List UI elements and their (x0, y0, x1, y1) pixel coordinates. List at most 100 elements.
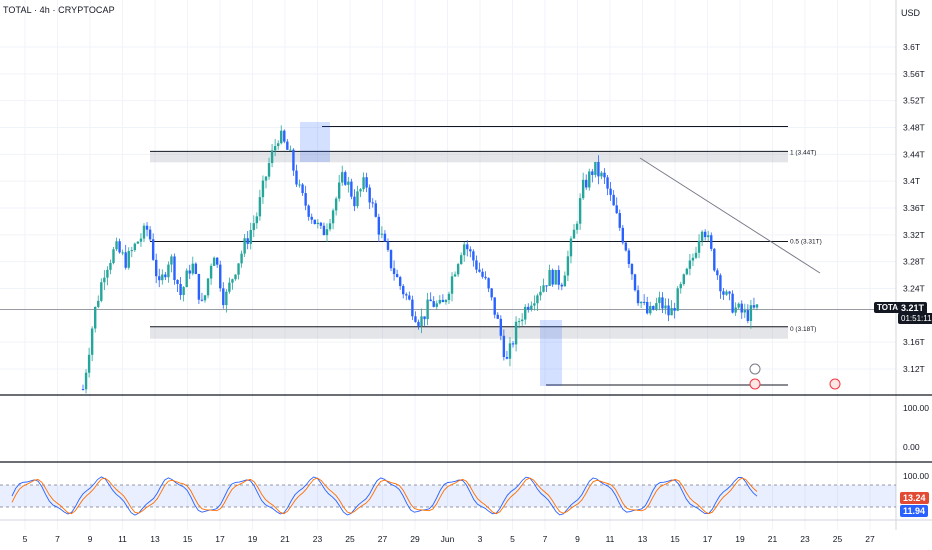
candle-body (414, 316, 417, 322)
candle-body (740, 303, 743, 313)
candle-body (542, 285, 545, 292)
candle-body (258, 197, 262, 217)
candle-body (209, 265, 213, 279)
candle-body (649, 306, 652, 314)
fib-label-mid: 0.5 (3.31T) (790, 239, 822, 246)
candle-body (688, 260, 692, 269)
candle-body (722, 291, 725, 295)
candle-body (639, 301, 643, 304)
candle-body (420, 316, 423, 327)
candle-body (505, 357, 509, 359)
stoch-d-badge: 13.24 (900, 492, 929, 504)
candle-body (316, 222, 320, 225)
time-tick-label: 9 (88, 534, 93, 544)
candle-body (502, 335, 506, 358)
candle-body (545, 285, 548, 287)
resistance-zone (150, 151, 788, 163)
candle-body (395, 274, 399, 278)
candle-body (557, 269, 560, 285)
candle-body (603, 172, 606, 178)
candle-body (621, 227, 625, 243)
time-tick-label: 27 (865, 534, 875, 544)
candle-body (707, 235, 710, 238)
price-tick-label: 3.32T (903, 230, 925, 240)
candle-body (633, 274, 637, 291)
candle-body (151, 239, 155, 260)
candle-body (121, 252, 124, 254)
candle-body (368, 187, 371, 203)
flag-icon (829, 378, 841, 390)
candle-body (636, 290, 640, 304)
candle-body (554, 269, 557, 285)
candle-body (600, 172, 603, 177)
candle-body (484, 276, 487, 279)
candle-body (344, 172, 347, 185)
time-tick-label: 5 (510, 534, 515, 544)
candle-body (533, 303, 536, 306)
candle-body (270, 150, 274, 164)
candle-body (719, 275, 722, 292)
candle-body (572, 229, 576, 239)
time-tick-label: 19 (248, 534, 258, 544)
candle-body (84, 372, 88, 390)
candle-body (331, 210, 335, 224)
candle-body (377, 216, 381, 235)
candle-body (487, 278, 490, 289)
candle-body (167, 264, 170, 278)
candle-body (646, 301, 649, 314)
candle-body (240, 253, 243, 264)
candle-body (527, 306, 530, 310)
candle-body (676, 288, 679, 311)
time-tick-label: 19 (735, 534, 745, 544)
candle-body (652, 306, 655, 310)
candle-body (179, 283, 182, 296)
candle-body (185, 270, 188, 288)
candle-body (188, 270, 191, 274)
candle-body (441, 299, 445, 303)
candle-body (386, 241, 390, 250)
price-tick-label: 3.48T (903, 123, 925, 133)
candle-body (466, 244, 469, 250)
time-tick-label: 13 (150, 534, 160, 544)
candle-body (237, 263, 240, 275)
fib-label-top: 1 (3.44T) (790, 149, 816, 156)
candle-body (490, 288, 493, 298)
time-tick-label: 25 (345, 534, 355, 544)
candle-body (615, 205, 618, 214)
candle-body (734, 307, 737, 313)
candle-body (755, 304, 759, 308)
symbol-title: TOTAL · 4h · CRYPTOCAP (3, 5, 115, 15)
candle-body (341, 172, 344, 183)
candle-body (700, 231, 704, 241)
candle-body (710, 235, 713, 249)
candle-body (374, 203, 377, 217)
candle-body (148, 229, 152, 240)
candle-body (642, 301, 646, 303)
candle-body (743, 310, 747, 313)
candle-body (658, 297, 661, 304)
candle-body (752, 305, 756, 308)
candle-body (109, 263, 112, 270)
currency-label: USD (900, 8, 920, 18)
candle-body (728, 291, 731, 294)
candle-body (325, 229, 329, 236)
candle-body (408, 295, 411, 300)
candle-body (176, 279, 179, 284)
price-tick-label: 3.24T (903, 284, 925, 294)
candle-body (273, 146, 277, 151)
candle-body (173, 256, 176, 280)
candle-body (103, 277, 106, 283)
time-tick-label: 13 (638, 534, 648, 544)
candle-body (264, 176, 268, 181)
highlight-bottom (540, 320, 562, 386)
price-tick-label: 3.56T (903, 69, 925, 79)
candle-body (548, 269, 551, 287)
candle-body (569, 238, 573, 257)
candle-body (97, 300, 100, 307)
candle-body (459, 255, 463, 265)
candle-body (228, 282, 231, 292)
candle-body (145, 225, 149, 230)
candle-body (276, 143, 280, 147)
candle-body (267, 163, 271, 177)
